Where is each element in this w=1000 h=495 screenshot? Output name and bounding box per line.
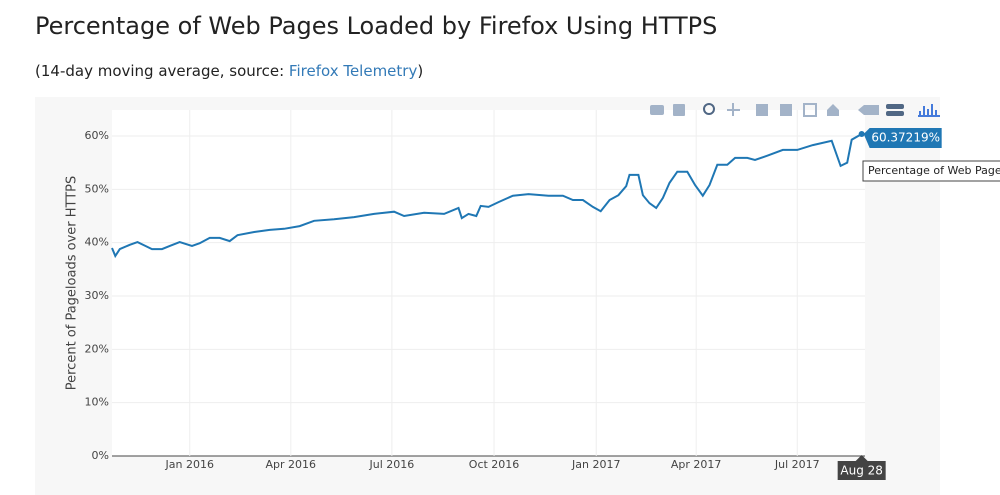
y-tick-label: 20% <box>85 342 109 355</box>
autoscale-icon[interactable] <box>803 103 817 117</box>
x-tick-label: Apr 2016 <box>266 458 317 471</box>
y-tick-label: 60% <box>85 129 109 142</box>
hover-point <box>858 131 865 138</box>
x-tick-label: Jul 2016 <box>368 458 414 471</box>
y-tick-label: 0% <box>92 449 109 462</box>
tooltip-box <box>862 160 1000 182</box>
modebar[interactable] <box>650 103 940 117</box>
compare-icon[interactable] <box>886 111 904 116</box>
hover-box <box>863 128 942 149</box>
y-tick-label: 50% <box>85 182 109 195</box>
chart-background <box>35 97 940 495</box>
x-tick-label: Oct 2016 <box>469 458 520 471</box>
pan-icon[interactable] <box>727 103 740 116</box>
camera-icon[interactable] <box>650 105 664 115</box>
chart-title: Percentage of Web Pages Loaded by Firefo… <box>35 12 718 40</box>
y-tick-label: 40% <box>85 236 109 249</box>
x-tick-label: Jan 2016 <box>165 458 214 471</box>
zoom-icon[interactable] <box>703 103 715 115</box>
hover-label: 60.37219% <box>871 131 940 145</box>
source-link[interactable]: Firefox Telemetry <box>288 62 418 80</box>
x-hover-label: Aug 28 <box>840 464 883 478</box>
x-tick-label: Jan 2017 <box>571 458 620 471</box>
x-hover-box <box>837 455 886 480</box>
y-axis-title: Percent of Pageloads over HTTPS <box>65 176 80 391</box>
tooltip-label: Percentage of Web Pages <box>868 164 1000 177</box>
zoom-out-icon[interactable] <box>780 104 792 116</box>
compare-icon[interactable] <box>886 104 904 109</box>
plotly-logo[interactable] <box>918 104 940 117</box>
subtitle-text: (14-day moving average, source: <box>35 62 289 80</box>
subtitle: (14-day moving average, source: Firefox … <box>35 62 423 80</box>
data-line <box>111 133 863 259</box>
y-tick-label: 10% <box>85 396 109 409</box>
save-icon[interactable] <box>673 104 685 116</box>
spike-icon[interactable] <box>858 105 879 115</box>
x-tick-label: Jul 2017 <box>774 458 820 471</box>
x-tick-label: Apr 2017 <box>671 458 722 471</box>
plot-area <box>112 110 865 456</box>
reset-icon[interactable] <box>827 104 839 116</box>
zoom-in-icon[interactable] <box>756 104 768 116</box>
subtitle-text: ) <box>417 62 424 80</box>
y-tick-label: 30% <box>85 289 109 302</box>
